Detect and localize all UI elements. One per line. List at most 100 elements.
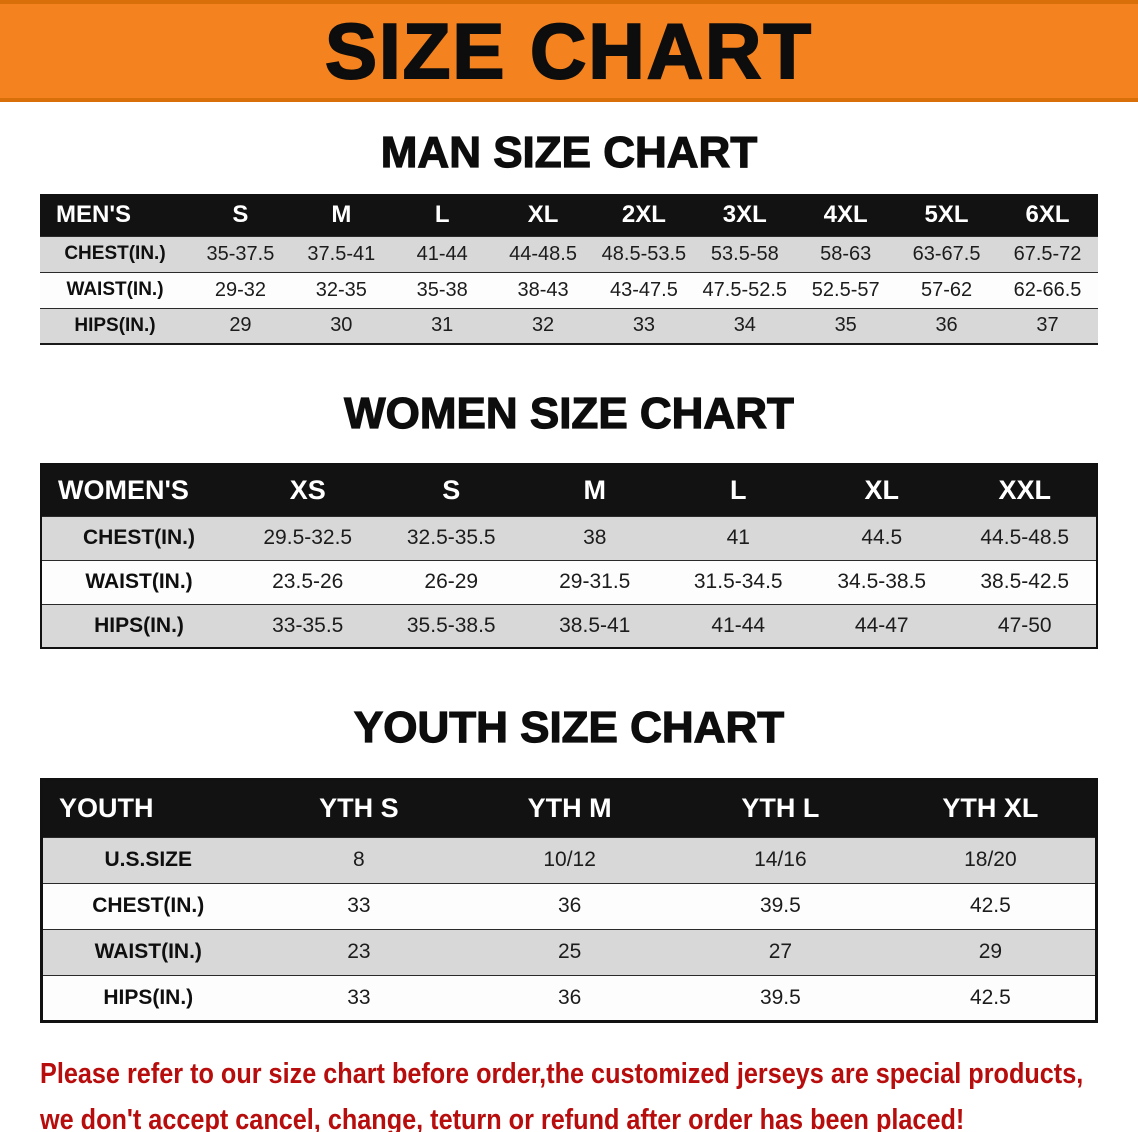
size-header-cell: 3XL: [694, 194, 796, 237]
size-value-cell: 44.5: [810, 515, 954, 561]
size-header-cell: 4XL: [795, 194, 897, 237]
size-value-cell: 29: [190, 307, 291, 345]
size-value-cell: 53.5-58: [694, 235, 796, 273]
size-value-cell: 14/16: [675, 836, 886, 884]
size-header-cell: L: [666, 464, 810, 517]
table-header-row: YOUTH YTH S YTH M YTH L YTH XL: [41, 779, 1097, 838]
size-header-cell: 2XL: [593, 194, 695, 237]
size-value-cell: 34.5-38.5: [810, 559, 954, 605]
size-value-cell: 29: [885, 928, 1097, 976]
table-row: HIPS(IN.) 33 36 39.5 42.5: [41, 974, 1097, 1022]
size-value-cell: 31: [391, 307, 493, 345]
size-value-cell: 43-47.5: [593, 271, 695, 309]
size-header-cell: XL: [492, 194, 594, 237]
table-row: HIPS(IN.) 33-35.5 35.5-38.5 38.5-41 41-44 44-…: [41, 603, 1097, 649]
size-value-cell: 35.5-38.5: [379, 603, 523, 649]
size-header-cell: M: [523, 464, 667, 517]
size-value-cell: 36: [464, 882, 675, 930]
size-header-cell: S: [379, 464, 523, 517]
table-row: HIPS(IN.) 29 30 31 32 33 34 35 36 37: [40, 307, 1098, 345]
size-value-cell: 47.5-52.5: [694, 271, 796, 309]
size-value-cell: 52.5-57: [795, 271, 897, 309]
men-section-heading: MAN SIZE CHART: [380, 128, 758, 177]
row-label-cell: HIPS(IN.): [41, 974, 254, 1022]
size-header-cell: YTH M: [464, 779, 675, 838]
size-value-cell: 67.5-72: [997, 235, 1098, 273]
row-label-cell: HIPS(IN.): [41, 603, 236, 649]
size-value-cell: 41-44: [391, 235, 493, 273]
size-value-cell: 31.5-34.5: [666, 559, 810, 605]
notice-line-1: Please refer to our size chart before or…: [40, 1057, 1084, 1090]
row-label-cell: WAIST(IN.): [40, 271, 190, 309]
row-label-cell: CHEST(IN.): [40, 235, 190, 273]
row-label-cell: WAIST(IN.): [41, 559, 236, 605]
size-value-cell: 34: [694, 307, 796, 345]
size-value-cell: 41: [666, 515, 810, 561]
size-value-cell: 36: [464, 974, 675, 1022]
size-header-cell: M: [290, 194, 392, 237]
size-value-cell: 42.5: [885, 882, 1097, 930]
size-header-cell: 5XL: [896, 194, 997, 237]
table-row: CHEST(IN.) 29.5-32.5 32.5-35.5 38 41 44.5 44.5…: [41, 515, 1097, 561]
row-label-cell: HIPS(IN.): [40, 307, 190, 345]
table-row: CHEST(IN.) 33 36 39.5 42.5: [41, 882, 1097, 930]
size-value-cell: 29.5-32.5: [236, 515, 380, 561]
size-header-cell: YTH L: [675, 779, 886, 838]
size-value-cell: 29-32: [190, 271, 291, 309]
size-value-cell: 18/20: [885, 836, 1097, 884]
size-value-cell: 36: [896, 307, 997, 345]
size-value-cell: 44.5-48.5: [953, 515, 1097, 561]
size-value-cell: 32: [492, 307, 594, 345]
size-value-cell: 23.5-26: [236, 559, 380, 605]
size-value-cell: 57-62: [896, 271, 997, 309]
row-label-cell: CHEST(IN.): [41, 515, 236, 561]
size-value-cell: 33-35.5: [236, 603, 380, 649]
size-value-cell: 38-43: [492, 271, 594, 309]
size-value-cell: 62-66.5: [997, 271, 1098, 309]
notice-line-2: we don't accept cancel, change, teturn o…: [40, 1103, 965, 1132]
table-row: CHEST(IN.) 35-37.5 37.5-41 41-44 44-48.5 48.5…: [40, 235, 1098, 273]
women-section-heading: WOMEN SIZE CHART: [344, 389, 795, 439]
size-value-cell: 63-67.5: [896, 235, 997, 273]
size-value-cell: 8: [253, 836, 465, 884]
size-value-cell: 27: [675, 928, 886, 976]
size-value-cell: 48.5-53.5: [593, 235, 695, 273]
size-value-cell: 25: [464, 928, 675, 976]
size-value-cell: 23: [253, 928, 465, 976]
size-value-cell: 30: [290, 307, 392, 345]
size-header-cell: XS: [236, 464, 380, 517]
size-header-cell: XL: [810, 464, 954, 517]
row-label-cell: CHEST(IN.): [41, 882, 254, 930]
size-value-cell: 38.5-41: [523, 603, 667, 649]
size-value-cell: 44-48.5: [492, 235, 594, 273]
table-title-cell: WOMEN'S: [41, 464, 236, 517]
table-header-row: MEN'S S M L XL 2XL 3XL 4XL 5XL 6XL: [40, 194, 1098, 237]
size-header-cell: YTH S: [253, 779, 465, 838]
banner: SIZE CHART: [0, 0, 1138, 102]
size-value-cell: 33: [253, 882, 465, 930]
size-value-cell: 37.5-41: [290, 235, 392, 273]
size-value-cell: 33: [253, 974, 465, 1022]
section-men: MAN SIZE CHART MEN'S S M L XL 2XL 3XL 4XL 5XL 6XL…: [0, 128, 1138, 346]
row-label-cell: WAIST(IN.): [41, 928, 254, 976]
size-header-cell: YTH XL: [885, 779, 1097, 838]
table-row: WAIST(IN.) 29-32 32-35 35-38 38-43 43-47.5 47.…: [40, 271, 1098, 309]
table-row: U.S.SIZE 8 10/12 14/16 18/20: [41, 836, 1097, 884]
size-value-cell: 29-31.5: [523, 559, 667, 605]
size-value-cell: 33: [593, 307, 695, 345]
table-row: WAIST(IN.) 23 25 27 29: [41, 928, 1097, 976]
youth-section-heading: YOUTH SIZE CHART: [353, 703, 785, 753]
size-header-cell: L: [391, 194, 493, 237]
mens-size-table: MEN'S S M L XL 2XL 3XL 4XL 5XL 6XL CHEST(IN.) 35-37…: [40, 194, 1098, 346]
size-value-cell: 39.5: [675, 882, 886, 930]
size-header-cell: 6XL: [997, 194, 1098, 237]
size-value-cell: 42.5: [885, 974, 1097, 1022]
size-value-cell: 35-37.5: [190, 235, 291, 273]
youth-size-table: YOUTH YTH S YTH M YTH L YTH XL U.S.SIZE 8 10/12…: [40, 777, 1098, 1023]
size-value-cell: 32-35: [290, 271, 392, 309]
size-value-cell: 44-47: [810, 603, 954, 649]
footer-notice: Please refer to our size chart before or…: [40, 1051, 1138, 1132]
table-row: WAIST(IN.) 23.5-26 26-29 29-31.5 31.5-34.5 34…: [41, 559, 1097, 605]
size-value-cell: 35: [795, 307, 897, 345]
size-value-cell: 47-50: [953, 603, 1097, 649]
